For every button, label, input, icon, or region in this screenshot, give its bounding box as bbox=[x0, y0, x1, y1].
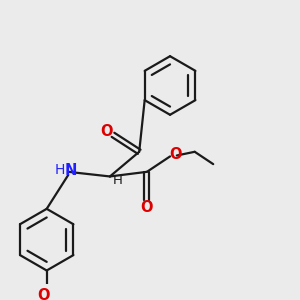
Text: O: O bbox=[38, 288, 50, 300]
Text: H: H bbox=[113, 174, 123, 187]
Text: H: H bbox=[55, 163, 65, 177]
Text: N: N bbox=[64, 163, 77, 178]
Text: O: O bbox=[169, 147, 182, 162]
Text: O: O bbox=[141, 200, 153, 215]
Text: O: O bbox=[100, 124, 112, 139]
